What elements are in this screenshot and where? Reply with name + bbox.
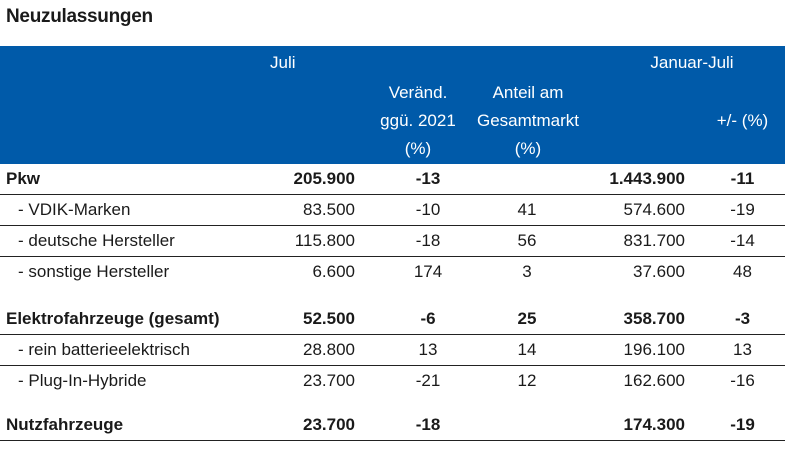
cell-januar-juli: 37.600 <box>633 262 685 281</box>
header-veraend-line1: Veränd. <box>388 83 448 102</box>
table-row: - deutsche Hersteller 115.800 -18 56 831… <box>0 226 785 257</box>
cell-anteil: 14 <box>517 340 537 359</box>
header-veraend-line3: (%) <box>404 139 432 158</box>
table-row: - sonstige Hersteller 6.600 174 3 37.600… <box>0 257 785 287</box>
cell-plusminus: -19 <box>730 200 755 219</box>
header-juli: Juli <box>270 53 296 72</box>
cell-anteil: 56 <box>517 231 537 250</box>
cell-veraend: -13 <box>415 169 441 188</box>
cell-veraend: -18 <box>415 231 441 250</box>
cell-januar-juli: 196.100 <box>623 340 685 359</box>
cell-juli: 205.900 <box>293 169 355 188</box>
cell-januar-juli: 162.600 <box>623 371 685 390</box>
cell-veraend: 13 <box>418 340 438 359</box>
row-label: - VDIK-Marken <box>18 200 131 219</box>
header-anteil-line1: Anteil am <box>492 83 564 102</box>
table-row: - VDIK-Marken 83.500 -10 41 574.600 -19 <box>0 195 785 226</box>
cell-anteil: 3 <box>522 262 532 281</box>
cell-januar-juli: 1.443.900 <box>609 169 685 188</box>
cell-januar-juli: 358.700 <box>623 309 685 328</box>
cell-plusminus: -11 <box>730 169 755 188</box>
cell-plusminus: 48 <box>733 262 752 281</box>
page-title: Neuzulassungen <box>6 6 153 27</box>
row-label: Nutzfahrzeuge <box>6 415 124 434</box>
row-label: Pkw <box>6 169 41 188</box>
cell-juli: 28.800 <box>303 340 355 359</box>
cell-juli: 52.500 <box>303 309 355 328</box>
cell-januar-juli: 574.600 <box>623 200 685 219</box>
cell-januar-juli: 174.300 <box>623 415 685 434</box>
cell-juli: 23.700 <box>303 371 355 390</box>
row-label: - rein batterieelektrisch <box>18 340 190 359</box>
cell-juli: 83.500 <box>303 200 355 219</box>
row-label: Elektrofahrzeuge (gesamt) <box>6 309 220 328</box>
row-label: - Plug-In-Hybride <box>18 371 147 390</box>
cell-veraend: -18 <box>415 415 441 434</box>
cell-juli: 23.700 <box>303 415 355 434</box>
cell-plusminus: 13 <box>733 340 752 359</box>
cell-anteil <box>467 410 587 440</box>
table-row: Pkw 205.900 -13 1.443.900 -11 <box>0 164 785 195</box>
cell-januar-juli: 831.700 <box>623 231 685 250</box>
table-header: Juli Januar-Juli Veränd. ggü. 2021 (%) A… <box>0 46 785 164</box>
cell-juli: 6.600 <box>312 262 355 281</box>
cell-plusminus: -3 <box>734 309 751 328</box>
row-label: - deutsche Hersteller <box>18 231 175 250</box>
table-row: - Plug-In-Hybride 23.700 -21 12 162.600 … <box>0 366 785 396</box>
cell-plusminus: -14 <box>730 231 755 250</box>
cell-anteil: 25 <box>517 309 537 328</box>
cell-juli: 115.800 <box>294 231 355 250</box>
cell-plusminus: -19 <box>730 415 755 434</box>
cell-plusminus: -16 <box>730 371 755 390</box>
row-label: - sonstige Hersteller <box>18 262 170 281</box>
header-veraend-line2: ggü. 2021 <box>380 111 456 130</box>
cell-anteil <box>467 164 587 194</box>
cell-veraend: -6 <box>420 309 436 328</box>
header-anteil-line2: Gesamtmarkt <box>476 111 580 130</box>
header-anteil-line3: (%) <box>514 139 542 158</box>
table-row: Elektrofahrzeuge (gesamt) 52.500 -6 25 3… <box>0 304 785 335</box>
table-row: Nutzfahrzeuge 23.700 -18 174.300 -19 <box>0 410 785 441</box>
cell-veraend: -10 <box>415 200 441 219</box>
cell-veraend: 174 <box>413 262 443 281</box>
header-plusminus: +/- (%) <box>716 111 769 130</box>
cell-anteil: 41 <box>517 200 537 219</box>
header-januar-juli: Januar-Juli <box>650 53 734 72</box>
table-row: - rein batterieelektrisch 28.800 13 14 1… <box>0 335 785 366</box>
cell-veraend: -21 <box>415 371 441 390</box>
cell-anteil: 12 <box>517 371 537 390</box>
